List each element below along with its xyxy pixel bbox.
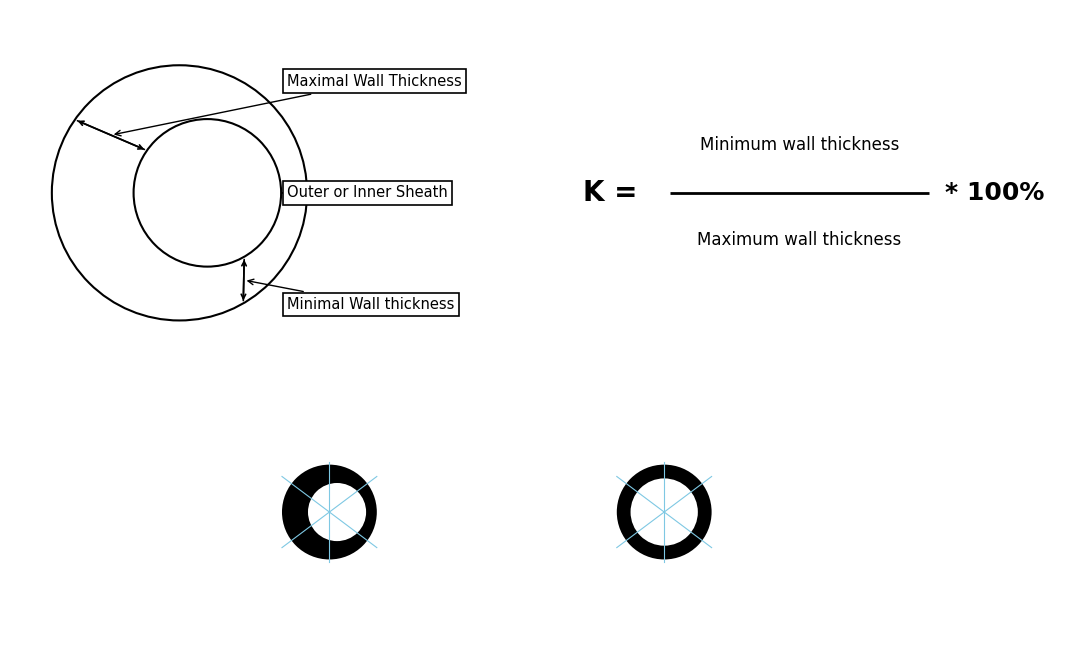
Text: Minimal Wall thickness: Minimal Wall thickness bbox=[248, 279, 455, 312]
Text: Minimum wall thickness: Minimum wall thickness bbox=[700, 136, 899, 154]
Circle shape bbox=[617, 465, 712, 559]
Text: Maximum wall thickness: Maximum wall thickness bbox=[697, 231, 902, 249]
Circle shape bbox=[282, 465, 377, 559]
Text: Maximal Wall Thickness: Maximal Wall Thickness bbox=[116, 74, 462, 136]
Text: Outer or Inner Sheath: Outer or Inner Sheath bbox=[282, 186, 448, 200]
Text: K =: K = bbox=[583, 179, 637, 207]
Circle shape bbox=[631, 478, 698, 546]
Circle shape bbox=[308, 483, 366, 541]
Text: * 100%: * 100% bbox=[945, 181, 1044, 205]
